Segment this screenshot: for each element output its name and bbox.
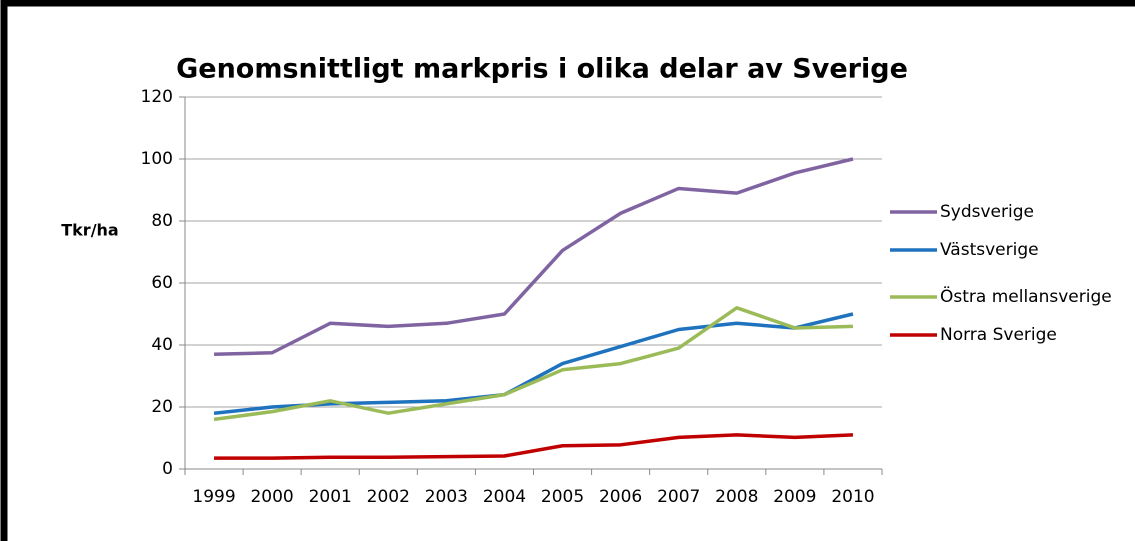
y-tick-label: 60 xyxy=(151,273,173,293)
line-series xyxy=(213,312,854,415)
line-series xyxy=(213,306,854,422)
x-tick-label: 2002 xyxy=(367,487,410,507)
x-tick-label: 2009 xyxy=(773,487,816,507)
legend-label: Sydsverige xyxy=(940,202,1034,222)
x-tick-label: 2008 xyxy=(715,487,758,507)
x-tick-label: 2001 xyxy=(309,487,352,507)
legend-label: Norra Sverige xyxy=(940,325,1057,345)
line-series xyxy=(213,157,854,357)
y-axis-label: Tkr/ha xyxy=(61,221,118,240)
x-tick-label: 2005 xyxy=(541,487,584,507)
x-tick-label: 2007 xyxy=(657,487,700,507)
x-tick-label: 2004 xyxy=(483,487,526,507)
x-tick-label: 2000 xyxy=(250,487,293,507)
y-tick-label: 120 xyxy=(141,87,173,107)
legend-label: Västsverige xyxy=(940,240,1039,260)
legend-label: Östra mellansverige xyxy=(940,285,1112,307)
chart-title: Genomsnittligt markpris i olika delar av… xyxy=(176,54,908,85)
y-tick-label: 20 xyxy=(151,397,173,417)
x-tick-label: 1999 xyxy=(192,487,235,507)
y-tick-label: 80 xyxy=(151,211,173,231)
x-tick-label: 2010 xyxy=(831,487,874,507)
y-tick-label: 40 xyxy=(151,335,173,355)
y-tick-label: 0 xyxy=(162,459,173,479)
x-tick-label: 2003 xyxy=(425,487,468,507)
line-series xyxy=(214,433,854,460)
x-tick-label: 2006 xyxy=(599,487,642,507)
y-tick-label: 100 xyxy=(141,149,173,169)
